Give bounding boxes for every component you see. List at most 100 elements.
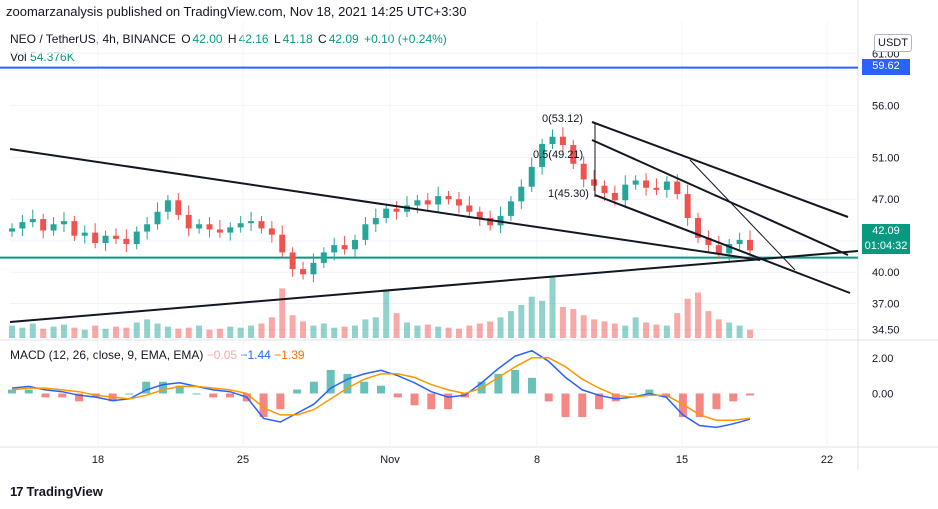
symbol-legend: NEO / TetherUS, 4h, BINANCE O 42.00 H 42.1… xyxy=(10,32,449,46)
macd-histogram-bar xyxy=(611,393,620,402)
descending-triangle-line xyxy=(9,148,761,261)
candle-body xyxy=(435,196,442,205)
volume-bar xyxy=(331,327,338,338)
volume-bar xyxy=(715,319,722,338)
volume-bar xyxy=(352,325,359,338)
low-value: 41.18 xyxy=(282,32,313,46)
candle-body xyxy=(528,166,535,187)
volume-bar xyxy=(726,322,733,338)
candle-body xyxy=(50,224,57,231)
candle-body xyxy=(539,143,546,167)
macd-histogram-bar xyxy=(628,393,637,395)
volume-bar xyxy=(507,311,514,338)
volume-bar xyxy=(445,327,452,338)
symbol-name[interactable]: NEO / TetherUS, 4h, BINANCE xyxy=(10,32,176,46)
currency-badge[interactable]: USDT xyxy=(874,34,912,52)
macd-line-value: −1.44 xyxy=(240,348,271,362)
volume-bar xyxy=(92,325,99,338)
candle-body xyxy=(60,221,67,225)
macd-histogram-bar xyxy=(209,393,218,398)
volume-bar xyxy=(289,315,296,338)
macd-histogram-bar xyxy=(544,393,553,402)
trendline-drawings[interactable]: 0(53.12) 0.5(49.21) 1(45.30) xyxy=(9,113,859,323)
time-tick-label: 22 xyxy=(821,454,833,466)
volume-bar xyxy=(580,315,587,338)
candle-body xyxy=(466,205,473,212)
candle-body xyxy=(40,219,47,231)
macd-histogram-bar xyxy=(729,393,738,402)
time-tick-label: 18 xyxy=(92,454,104,466)
macd-histogram-bar xyxy=(595,393,604,410)
candle-body xyxy=(310,262,317,275)
volume-bar xyxy=(435,326,442,338)
volume-bar xyxy=(29,323,36,338)
candle-body xyxy=(476,211,483,219)
candle-body xyxy=(279,234,286,253)
candle-body xyxy=(92,232,99,244)
macd-histogram-bar xyxy=(175,385,184,394)
channel-mid-line xyxy=(591,139,849,256)
volume-bar xyxy=(81,329,88,338)
volume-bar xyxy=(601,321,608,338)
macd-histogram-bar xyxy=(494,373,503,394)
macd-histogram-bar xyxy=(58,393,67,398)
candle-body xyxy=(19,222,26,229)
macd-histogram-bar xyxy=(142,381,151,394)
volume-bar xyxy=(112,326,119,338)
candle-body xyxy=(622,184,629,201)
macd-histogram-bar xyxy=(561,393,570,418)
fib-level-label: 1(45.30) xyxy=(548,188,589,200)
volume-bar xyxy=(549,276,556,338)
candle-body xyxy=(726,244,733,254)
tradingview-logo[interactable]: 17 TradingView xyxy=(10,484,103,499)
volume-bar xyxy=(175,328,182,338)
macd-histogram-bar xyxy=(377,385,385,394)
volume-bar xyxy=(50,326,57,338)
macd-line xyxy=(11,349,751,429)
volume-bar xyxy=(341,326,348,338)
macd-label[interactable]: MACD (12, 26, close, 9, EMA, EMA) xyxy=(10,348,204,362)
candle-body xyxy=(29,219,36,223)
candle-body xyxy=(362,224,369,240)
candle-body xyxy=(227,227,234,233)
last-price: 42.09 xyxy=(872,225,900,237)
macd-histogram-bar xyxy=(276,393,285,410)
macd-histogram-bar xyxy=(293,389,302,394)
candle-body xyxy=(383,208,390,219)
volume-bar xyxy=(518,304,525,338)
macd-histogram-bar xyxy=(444,393,453,410)
candle-body xyxy=(674,181,681,195)
volume-bar xyxy=(487,321,494,338)
candle-body xyxy=(445,196,452,200)
tradingview-mark-icon: 17 xyxy=(10,484,24,499)
candle-body xyxy=(300,269,307,275)
macd-histogram-bar xyxy=(578,393,587,418)
volume-bar xyxy=(227,326,234,338)
fib-level-label: 0(53.12) xyxy=(542,113,583,125)
candle-body xyxy=(747,239,753,251)
macd-histogram-bar xyxy=(695,393,704,418)
grid-lines xyxy=(0,0,938,470)
candle-body xyxy=(559,136,566,146)
candle-body xyxy=(684,194,691,219)
last-price-tag: 42.09 01:04:32 xyxy=(862,224,910,254)
volume-bar xyxy=(424,324,431,338)
volume-bar xyxy=(736,325,743,338)
candle-body xyxy=(518,186,525,202)
macd-histogram-bar xyxy=(41,393,50,398)
volume-bar xyxy=(40,328,47,338)
candle-body xyxy=(9,228,15,232)
macd-histogram-bar xyxy=(125,393,134,395)
macd-histogram-bar xyxy=(410,393,419,406)
macd-tick-label: 2.00 xyxy=(872,353,893,365)
open-value: 42.00 xyxy=(192,32,223,46)
volume-bar xyxy=(632,317,639,338)
volume-bar xyxy=(497,317,504,338)
volume-bar xyxy=(123,327,130,338)
candle-body xyxy=(715,245,722,254)
candle-body xyxy=(507,201,514,216)
candle-body xyxy=(71,221,78,236)
macd-histogram-bar xyxy=(393,393,402,398)
candle-body xyxy=(705,237,712,246)
